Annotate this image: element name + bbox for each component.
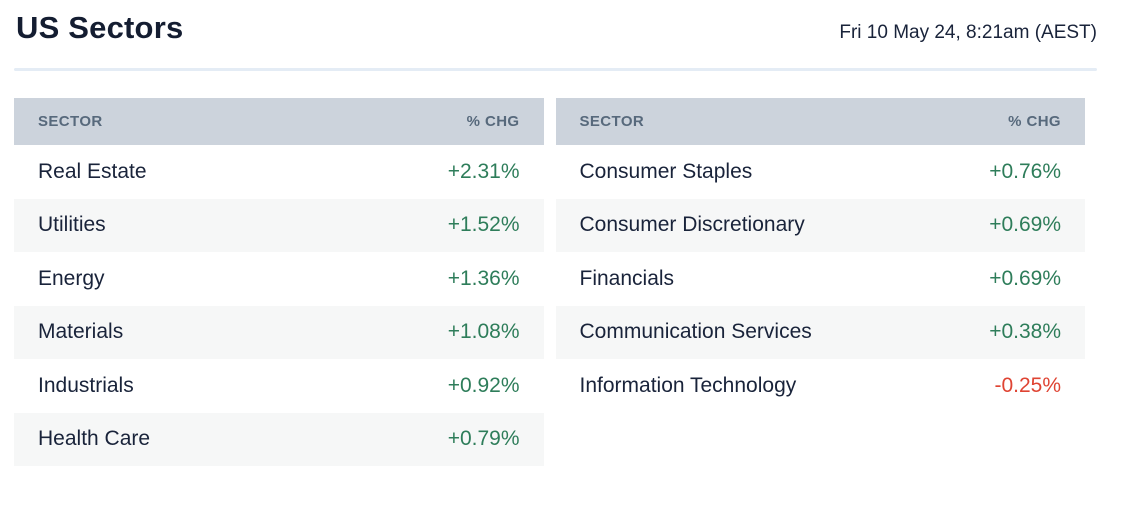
sector-name: Financials (579, 266, 675, 290)
table-row: Health Care +0.79% (14, 412, 544, 466)
sector-name: Utilities (38, 213, 106, 237)
sector-name: Consumer Discretionary (579, 213, 805, 237)
sector-change: +0.69% (989, 213, 1061, 237)
sector-change: +2.31% (447, 159, 520, 183)
table-row: Financials +0.69% (556, 252, 1086, 306)
table-row: Information Technology -0.25% (556, 359, 1086, 413)
table-header: SECTOR % CHG (555, 98, 1085, 145)
sector-change: +0.76% (989, 159, 1061, 183)
table-row: Utilities +1.52% (14, 198, 544, 252)
sector-name: Industrials (38, 373, 134, 397)
sector-name: Energy (38, 266, 105, 290)
page-title: US Sectors (16, 10, 184, 45)
sector-tables: SECTOR % CHG Real Estate +2.31% Utilities +… (14, 98, 1085, 466)
table-body: Consumer Staples +0.76% Consumer Discretio… (555, 145, 1086, 413)
sector-change: +1.08% (447, 320, 520, 344)
timestamp: Fri 10 May 24, 8:21am (AEST) (839, 22, 1097, 43)
sector-name: Consumer Staples (579, 159, 753, 183)
sector-change: +0.38% (989, 320, 1061, 344)
table-row: Materials +1.08% (14, 305, 544, 359)
sector-table-right: SECTOR % CHG Consumer Staples +0.76% Consu… (555, 98, 1086, 466)
sector-change: +1.36% (447, 266, 520, 290)
table-row: Industrials +0.92% (14, 359, 544, 413)
sector-name: Information Technology (579, 373, 797, 397)
sector-change: +0.92% (447, 373, 520, 397)
table-row: Consumer Discretionary +0.69% (555, 198, 1085, 252)
sector-change: -0.25% (994, 373, 1061, 397)
column-header-sector: SECTOR (579, 113, 645, 130)
table-row: Consumer Staples +0.76% (556, 145, 1086, 199)
sector-name: Health Care (38, 427, 151, 451)
column-header-chg: % CHG (466, 113, 520, 130)
sector-name: Communication Services (579, 320, 812, 344)
table-row: Energy +1.36% (14, 252, 544, 306)
table-row: Communication Services +0.38% (555, 305, 1085, 359)
sector-name: Materials (38, 320, 124, 344)
sector-change: +1.52% (447, 213, 520, 237)
sector-table-left: SECTOR % CHG Real Estate +2.31% Utilities +… (14, 98, 544, 466)
table-body: Real Estate +2.31% Utilities +1.52% Energy +1… (14, 145, 544, 466)
column-header-chg: % CHG (1008, 113, 1061, 130)
divider (14, 68, 1097, 71)
table-header: SECTOR % CHG (14, 98, 544, 145)
sector-change: +0.69% (989, 266, 1061, 290)
sector-change: +0.79% (447, 427, 520, 451)
sector-name: Real Estate (38, 159, 147, 183)
us-sectors-widget: US Sectors Fri 10 May 24, 8:21am (AEST) … (14, 10, 1097, 466)
table-row: Real Estate +2.31% (14, 145, 544, 199)
column-header-sector: SECTOR (38, 113, 103, 130)
widget-header: US Sectors Fri 10 May 24, 8:21am (AEST) (14, 10, 1097, 46)
